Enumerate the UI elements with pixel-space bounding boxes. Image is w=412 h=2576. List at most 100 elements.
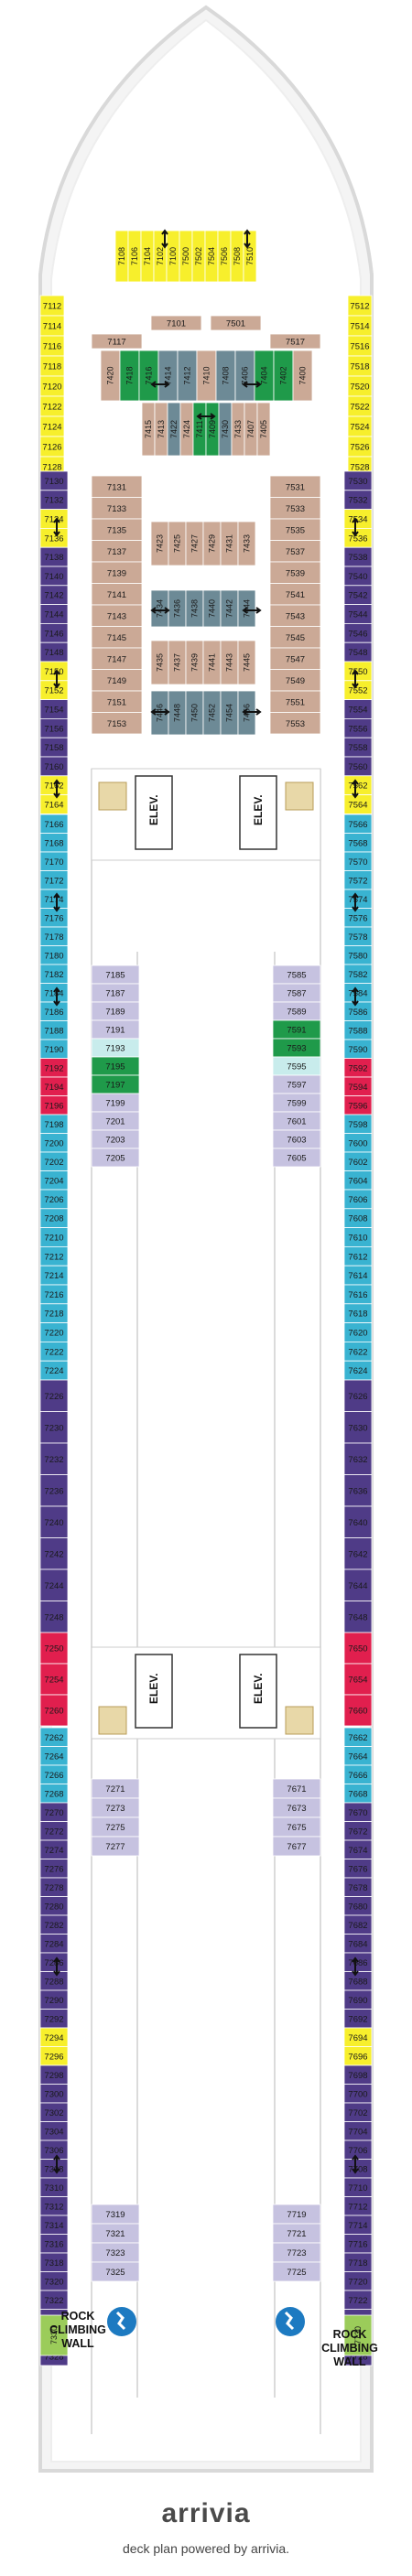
rock-climbing-wall-starboard[interactable]: ROCK CLIMBING WALL [276,2307,378,2368]
cabin-7131[interactable]: 7131 [91,475,143,498]
cabin-7674[interactable]: 7674 [343,1839,373,1859]
cabin-7130[interactable]: 7130 [39,470,69,491]
cabin-7232[interactable]: 7232 [39,1442,69,1475]
cabin-7562[interactable]: 7562 [343,775,373,795]
cabin-7530[interactable]: 7530 [343,470,373,491]
cabin-7626[interactable]: 7626 [343,1379,373,1412]
cabin-7310[interactable]: 7310 [39,2177,69,2197]
cabin-7139[interactable]: 7139 [91,561,143,584]
cabin-7224[interactable]: 7224 [39,1360,69,1381]
cabin-7189[interactable]: 7189 [91,1001,140,1021]
cabin-7100[interactable]: 7100 [166,230,180,283]
cabin-7541[interactable]: 7541 [269,583,321,606]
cabin-7676[interactable]: 7676 [343,1859,373,1879]
cabin-7550[interactable]: 7550 [343,661,373,682]
cabin-7598[interactable]: 7598 [343,1114,373,1134]
cabin-7664[interactable]: 7664 [343,1746,373,1766]
cabin-7433[interactable]: 7433 [231,402,245,457]
cabin-7434[interactable]: 7434 [150,589,169,628]
cabin-7184[interactable]: 7184 [39,983,69,1003]
cabin-7672[interactable]: 7672 [343,1821,373,1841]
cabin-7236[interactable]: 7236 [39,1474,69,1507]
cabin-7154[interactable]: 7154 [39,699,69,719]
cabin-7536[interactable]: 7536 [343,528,373,548]
cabin-7612[interactable]: 7612 [343,1246,373,1266]
cabin-7226[interactable]: 7226 [39,1379,69,1412]
cabin-7292[interactable]: 7292 [39,2009,69,2029]
cabin-7112[interactable]: 7112 [39,295,65,317]
cabin-7274[interactable]: 7274 [39,1839,69,1859]
cabin-7600[interactable]: 7600 [343,1133,373,1153]
cabin-7624[interactable]: 7624 [343,1360,373,1381]
cabin-7506[interactable]: 7506 [217,230,232,283]
cabin-7413[interactable]: 7413 [154,402,168,457]
cabin-7208[interactable]: 7208 [39,1208,69,1229]
cabin-7618[interactable]: 7618 [343,1303,373,1324]
cabin-7596[interactable]: 7596 [343,1095,373,1116]
cabin-7409[interactable]: 7409 [205,402,220,457]
cabin-7588[interactable]: 7588 [343,1020,373,1040]
cabin-7443[interactable]: 7443 [220,640,239,685]
cabin-7264[interactable]: 7264 [39,1746,69,1766]
cabin-7147[interactable]: 7147 [91,647,143,670]
cabin-7268[interactable]: 7268 [39,1784,69,1804]
cabin-7404[interactable]: 7404 [254,350,275,402]
cabin-7648[interactable]: 7648 [343,1601,373,1633]
cabin-7578[interactable]: 7578 [343,926,373,946]
cabin-7176[interactable]: 7176 [39,908,69,928]
cabin-7539[interactable]: 7539 [269,561,321,584]
cabin-7199[interactable]: 7199 [91,1093,140,1113]
cabin-7220[interactable]: 7220 [39,1322,69,1342]
cabin-7548[interactable]: 7548 [343,641,373,663]
cabin-7620[interactable]: 7620 [343,1322,373,1342]
cabin-7721[interactable]: 7721 [272,2223,321,2244]
cabin-7725[interactable]: 7725 [272,2261,321,2282]
cabin-7576[interactable]: 7576 [343,908,373,928]
cabin-7140[interactable]: 7140 [39,566,69,587]
cabin-7533[interactable]: 7533 [269,497,321,520]
cabin-7437[interactable]: 7437 [168,640,187,685]
cabin-7304[interactable]: 7304 [39,2121,69,2141]
cabin-7622[interactable]: 7622 [343,1342,373,1362]
cabin-7254[interactable]: 7254 [39,1663,69,1696]
cabin-7686[interactable]: 7686 [343,1952,373,1972]
cabin-7514[interactable]: 7514 [347,315,373,337]
cabin-7677[interactable]: 7677 [272,1836,321,1857]
cabin-7286[interactable]: 7286 [39,1952,69,1972]
cabin-7512[interactable]: 7512 [347,295,373,317]
cabin-7440[interactable]: 7440 [202,589,222,628]
cabin-7430[interactable]: 7430 [218,402,233,457]
cabin-7439[interactable]: 7439 [185,640,204,685]
cabin-7675[interactable]: 7675 [272,1816,321,1838]
cabin-7149[interactable]: 7149 [91,669,143,692]
cabin-7682[interactable]: 7682 [343,1914,373,1935]
cabin-7603[interactable]: 7603 [272,1129,321,1149]
cabin-7180[interactable]: 7180 [39,945,69,965]
cabin-7400[interactable]: 7400 [292,350,313,402]
cabin-7608[interactable]: 7608 [343,1208,373,1229]
cabin-7690[interactable]: 7690 [343,1989,373,2010]
cabin-7448[interactable]: 7448 [168,690,187,736]
cabin-7106[interactable]: 7106 [127,230,142,283]
cabin-7162[interactable]: 7162 [39,775,69,795]
cabin-7296[interactable]: 7296 [39,2046,69,2066]
cabin-7553[interactable]: 7553 [269,712,321,735]
cabin-7146[interactable]: 7146 [39,623,69,643]
cabin-7122[interactable]: 7122 [39,395,65,417]
cabin-7117[interactable]: 7117 [91,333,143,350]
cabin-7266[interactable]: 7266 [39,1764,69,1784]
cabin-7141[interactable]: 7141 [91,583,143,606]
cabin-7186[interactable]: 7186 [39,1001,69,1021]
cabin-7558[interactable]: 7558 [343,737,373,758]
cabin-7680[interactable]: 7680 [343,1896,373,1916]
cabin-7148[interactable]: 7148 [39,641,69,663]
cabin-7500[interactable]: 7500 [179,230,193,283]
cabin-7193[interactable]: 7193 [91,1038,140,1058]
cabin-7538[interactable]: 7538 [343,546,373,567]
cabin-7137[interactable]: 7137 [91,540,143,563]
cabin-7644[interactable]: 7644 [343,1568,373,1601]
cabin-7706[interactable]: 7706 [343,2139,373,2160]
cabin-7524[interactable]: 7524 [347,415,373,437]
cabin-7153[interactable]: 7153 [91,712,143,735]
cabin-7654[interactable]: 7654 [343,1663,373,1696]
